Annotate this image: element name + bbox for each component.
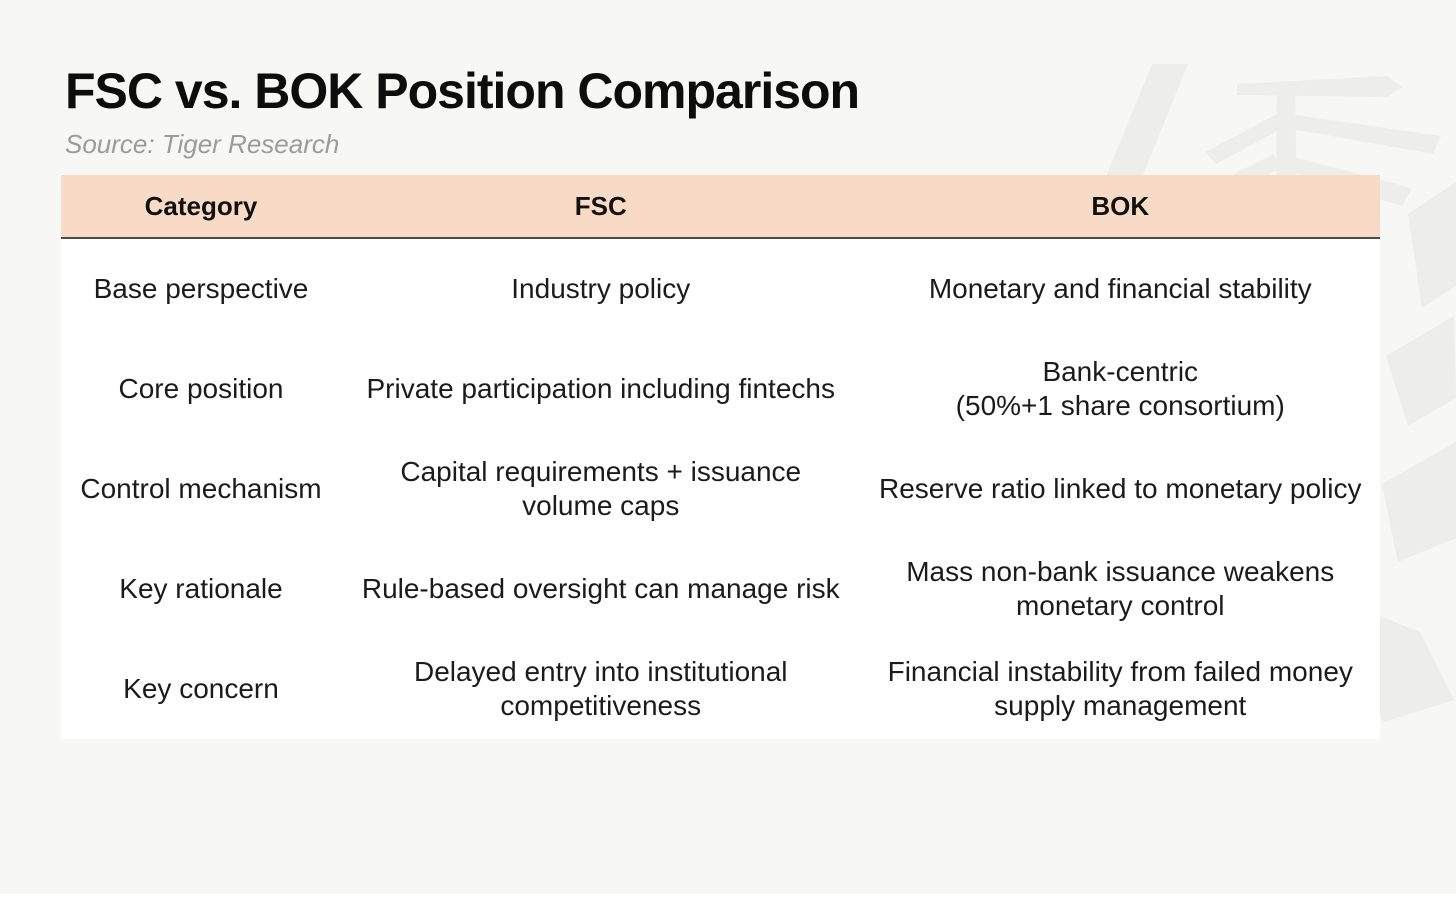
comparison-slide: FSC vs. BOK Position Comparison Source: … [0,63,1456,740]
cell-bok: Reserve ratio linked to monetary policy [879,473,1362,505]
table-row-control-mechanism: Control mechanism Capital requirements +… [61,439,1380,539]
page-bottom-edge [0,894,1456,898]
table-row-key-concern: Key concern Delayed entry into instituti… [61,639,1380,739]
table-row-key-rationale: Key rationale Rule-based oversight can m… [61,539,1380,639]
cell-fsc: Private participation including fintechs [366,373,835,405]
cell-fsc: Industry policy [511,273,691,305]
source-caption: Source: Tiger Research [65,129,340,159]
table-body: Base perspective Industry policy Monetar… [61,239,1380,740]
cell-fsc: Rule-based oversight can manage risk [361,573,840,605]
column-header-fsc: FSC [574,190,627,221]
cell-bok: Financial instability from failed money … [887,656,1353,722]
column-header-category: Category [144,190,258,221]
table-row-core-position: Core position Private participation incl… [61,339,1380,439]
cell-fsc: Capital requirements + issuance volume c… [400,456,802,522]
comparison-table: Category FSC BOK Base perspective Indust… [61,175,1380,740]
table-row-base-perspective: Base perspective Industry policy Monetar… [61,239,1380,339]
column-header-bok: BOK [1091,190,1150,221]
cell-category: Base perspective [93,273,309,305]
cell-category: Control mechanism [80,473,322,505]
page-title: FSC vs. BOK Position Comparison [65,63,860,119]
cell-category: Key concern [123,673,279,705]
cell-category: Core position [118,373,284,405]
cell-category: Key rationale [119,573,283,605]
cell-bok: Monetary and financial stability [928,273,1312,305]
cell-fsc: Delayed entry into institutional competi… [413,656,788,722]
cell-bok: Mass non-bank issuance weakens monetary … [906,556,1335,622]
table-header-row: Category FSC BOK [61,175,1380,240]
cell-bok: Bank-centric (50%+1 share consortium) [955,356,1285,422]
